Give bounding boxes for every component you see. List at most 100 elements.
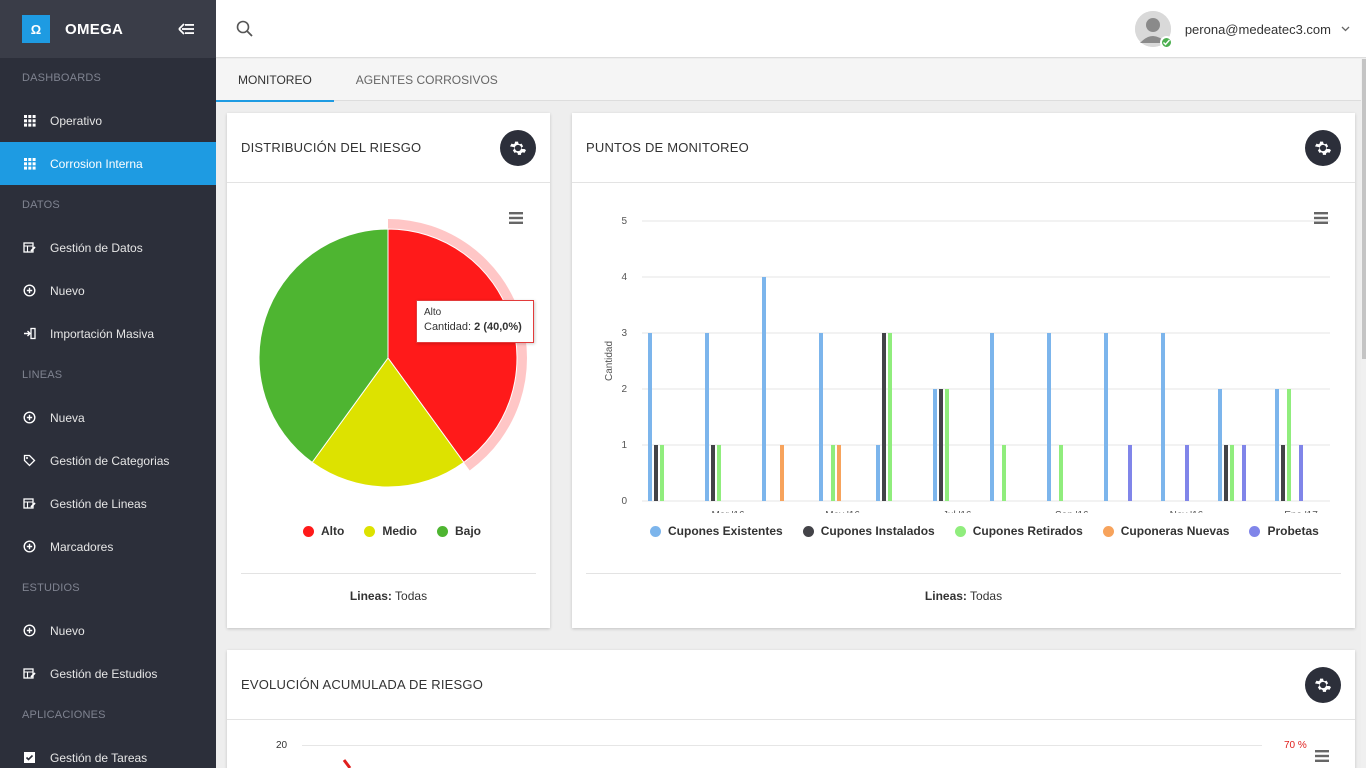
monitoring-points-card: PUNTOS DE MONITOREO Cantidad 0 1 2 3 4 5 Mar '1… [572, 113, 1355, 628]
sidebar-item-gestión-de-categorias[interactable]: Gestión de Categorias [0, 439, 216, 482]
sidebar-item-nuevo[interactable]: Nuevo [0, 609, 216, 652]
bar-cupones-existentes[interactable] [1104, 333, 1108, 501]
legend-label: Probetas [1267, 524, 1319, 538]
page-scrollbar[interactable] [1361, 59, 1366, 768]
y-axis-tick: 5 [621, 216, 627, 227]
tab-agentes-corrosivos[interactable]: AGENTES CORROSIVOS [355, 73, 498, 87]
legend-item-probetas[interactable]: Probetas [1249, 524, 1319, 538]
sidebar-item-importación-masiva[interactable]: Importación Masiva [0, 312, 216, 355]
bar-cupones-retirados[interactable] [660, 445, 664, 501]
legend-item-alto[interactable]: Alto [303, 524, 344, 538]
bar-cupones-retirados[interactable] [1002, 445, 1006, 501]
legend-item-cupones-retirados[interactable]: Cupones Retirados [954, 524, 1083, 538]
chart-menu-icon[interactable] [1314, 212, 1328, 224]
risk-settings-button[interactable] [500, 130, 536, 166]
tooltip-value: 2 (40,0%) [474, 321, 522, 333]
search-icon[interactable] [236, 20, 254, 38]
avatar[interactable] [1134, 11, 1173, 49]
bar-cupones-existentes[interactable] [1161, 333, 1165, 501]
bar-probetas[interactable] [1185, 445, 1189, 501]
bar-probetas[interactable] [1242, 445, 1246, 501]
legend-label: Cupones Existentes [668, 524, 783, 538]
bar-cupones-existentes[interactable] [990, 333, 994, 501]
nav-section-dashboards: DASHBOARDS [22, 72, 102, 84]
bar-cupones-retirados[interactable] [888, 333, 892, 501]
monitor-settings-button[interactable] [1305, 130, 1341, 166]
gear-icon [509, 141, 527, 155]
app-logo[interactable]: Ω [22, 15, 50, 43]
sidebar-item-marcadores[interactable]: Marcadores [0, 525, 216, 568]
bar-cupones-instalados[interactable] [939, 389, 943, 501]
chart-menu-icon[interactable] [509, 212, 523, 224]
risk-evolution-card: EVOLUCIÓN ACUMULADA DE RIESGO 20 70 % [227, 650, 1355, 768]
legend-item-bajo[interactable]: Bajo [437, 524, 481, 538]
sidebar-item-label: Corrosion Interna [50, 156, 143, 171]
bar-cupones-existentes[interactable] [705, 333, 709, 501]
bar-cupones-instalados[interactable] [1224, 445, 1228, 501]
sidebar-item-label: Gestión de Datos [50, 240, 143, 255]
chart-menu-icon[interactable] [1315, 750, 1329, 762]
legend-item-cuponeras-nuevas[interactable]: Cuponeras Nuevas [1102, 524, 1229, 538]
legend-dot [437, 525, 448, 537]
pie-slice-bajo[interactable] [258, 228, 389, 464]
sidebar-item-gestión-de-tareas[interactable]: Gestión de Tareas [0, 736, 216, 768]
plus-circle-icon [22, 284, 36, 297]
legend-item-cupones-instalados[interactable]: Cupones Instalados [802, 524, 935, 538]
evolution-settings-button[interactable] [1305, 667, 1341, 703]
legend-item-cupones-existentes[interactable]: Cupones Existentes [650, 524, 783, 538]
scrollbar-thumb[interactable] [1362, 59, 1366, 359]
bar-probetas[interactable] [1128, 445, 1132, 501]
chevron-down-icon[interactable] [1341, 26, 1350, 32]
tooltip-series: Alto [424, 307, 442, 318]
bar-cupones-instalados[interactable] [654, 445, 658, 501]
bar-cupones-retirados[interactable] [945, 389, 949, 501]
bar-cupones-retirados[interactable] [1287, 389, 1291, 501]
collapse-sidebar-icon[interactable] [178, 20, 194, 38]
edit-table-icon [22, 668, 36, 679]
bar-cupones-instalados[interactable] [1281, 445, 1285, 501]
sidebar-item-gestión-de-estudios[interactable]: Gestión de Estudios [0, 652, 216, 695]
bar-cupones-retirados[interactable] [1230, 445, 1234, 501]
bar-cupones-existentes[interactable] [1218, 389, 1222, 501]
x-axis-tick: Nov '16 [1170, 510, 1204, 513]
x-axis-tick: Sep '16 [1055, 510, 1089, 513]
tab-monitoreo[interactable]: MONITOREO [216, 59, 334, 102]
sidebar-item-corrosion-interna[interactable]: Corrosion Interna [0, 142, 216, 185]
footer-label: Lineas: [349, 589, 392, 603]
nav-section-aplicaciones: APLICACIONES [22, 709, 106, 721]
plus-circle-icon [22, 624, 36, 638]
bar-cuponeras-nuevas[interactable] [780, 445, 784, 501]
sidebar-item-gestión-de-lineas[interactable]: Gestión de Lineas [0, 482, 216, 525]
bar-cupones-existentes[interactable] [819, 333, 823, 501]
user-menu[interactable]: perona@medeatec3.com [1134, 11, 1350, 49]
bar-cupones-existentes[interactable] [1275, 389, 1279, 501]
sidebar-item-nuevo[interactable]: Nuevo [0, 269, 216, 312]
grid-icon [23, 158, 36, 170]
bar-cupones-existentes[interactable] [876, 445, 880, 501]
tag-icon [23, 454, 35, 467]
sidebar-item-operativo[interactable]: Operativo [0, 99, 216, 142]
legend-dot [364, 525, 376, 537]
gear-icon [1314, 678, 1332, 692]
user-email[interactable]: perona@medeatec3.com [1184, 21, 1331, 37]
legend-label: Medio [382, 524, 417, 538]
bar-cupones-existentes[interactable] [648, 333, 652, 501]
sidebar-item-gestión-de-datos[interactable]: Gestión de Datos [0, 226, 216, 269]
bar-cupones-retirados[interactable] [1059, 445, 1063, 501]
bar-cuponeras-nuevas[interactable] [837, 445, 841, 501]
sidebar-item-nueva[interactable]: Nueva [0, 396, 216, 439]
edit-table-icon [22, 498, 36, 509]
bar-probetas[interactable] [1299, 445, 1303, 501]
legend-item-medio[interactable]: Medio [364, 524, 417, 538]
card-header: PUNTOS DE MONITOREO [572, 113, 1355, 183]
bar-cupones-retirados[interactable] [831, 445, 835, 501]
bar-cupones-instalados[interactable] [711, 445, 715, 501]
bar-cupones-existentes[interactable] [1047, 333, 1051, 501]
bar-cupones-existentes[interactable] [762, 277, 766, 501]
pie-slice-medio[interactable] [311, 357, 465, 488]
bar-cupones-existentes[interactable] [933, 389, 937, 501]
bar-cupones-instalados[interactable] [882, 333, 886, 501]
card-header: DISTRIBUCIÓN DEL RIESGO [227, 113, 550, 183]
bar-cupones-retirados[interactable] [717, 445, 721, 501]
app-name[interactable]: OMEGA [65, 20, 124, 38]
